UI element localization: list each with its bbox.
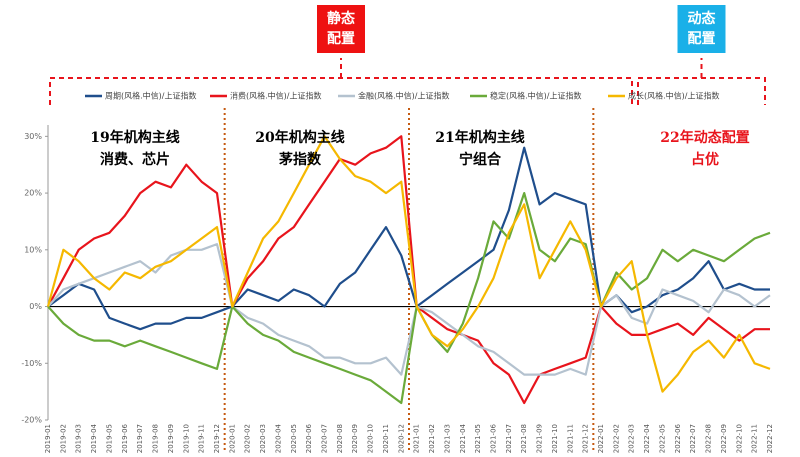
y-tick-label: 30% [24, 132, 42, 141]
y-tick-label: 10% [24, 245, 42, 254]
x-tick-label: 2019-10 [182, 424, 190, 453]
x-tick-label: 2022-04 [643, 423, 651, 453]
annotation: 21年机构主线 [435, 129, 524, 146]
x-tick-label: 2019-01 [44, 424, 52, 453]
x-tick-label: 2020-03 [259, 424, 267, 453]
x-tick-label: 2019-05 [105, 424, 113, 453]
x-tick-label: 2021-12 [582, 424, 590, 453]
x-tick-label: 2021-01 [413, 424, 421, 453]
x-tick-label: 2022-05 [658, 424, 666, 453]
x-tick-label: 2021-05 [474, 424, 482, 453]
x-tick-label: 2021-03 [443, 424, 451, 453]
x-tick-label: 2022-01 [597, 424, 605, 453]
x-tick-label: 2019-06 [121, 423, 129, 453]
series-line [47, 146, 770, 331]
x-tick-label: 2022-09 [720, 424, 728, 453]
annotation: 茅指数 [279, 151, 322, 168]
bracket [49, 58, 633, 105]
x-tick-label: 2019-11 [198, 424, 206, 453]
bracket [637, 58, 766, 105]
x-tick-label: 2022-10 [735, 424, 743, 453]
x-tick-label: 2021-11 [566, 424, 574, 453]
series-line [47, 243, 771, 376]
series-line [47, 192, 771, 405]
x-tick-label: 2021-09 [536, 424, 544, 453]
annotation: 19年机构主线 [90, 129, 179, 146]
legend-label: 消费(风格.中信)/上证指数 [230, 91, 321, 101]
x-tick-label: 2020-06 [305, 423, 313, 453]
annotation: 宁组合 [459, 151, 502, 168]
x-tick-label: 2022-11 [751, 424, 759, 453]
annotation: 占优 [691, 151, 719, 168]
x-tick-label: 2020-10 [367, 424, 375, 453]
x-tick-label: 2020-12 [397, 424, 405, 453]
x-tick-label: 2022-03 [628, 424, 636, 453]
x-tick-label: 2022-12 [766, 424, 774, 453]
x-tick-label: 2020-11 [382, 424, 390, 453]
y-tick-label: 20% [24, 189, 42, 198]
bracket-label: 配置 [327, 30, 355, 47]
x-tick-label: 2021-07 [505, 424, 513, 453]
y-tick-label: 0% [29, 302, 42, 311]
x-tick-label: 2020-07 [321, 424, 329, 453]
x-tick-label: 2019-08 [152, 424, 160, 453]
x-tick-label: 2022-07 [689, 424, 697, 453]
x-tick-label: 2020-08 [336, 424, 344, 453]
x-tick-label: 2019-12 [213, 424, 221, 453]
annotation: 20年机构主线 [255, 129, 344, 146]
bracket-box [317, 5, 365, 53]
x-tick-label: 2020-05 [290, 424, 298, 453]
x-tick-label: 2022-06 [674, 423, 682, 453]
bracket-label: 动态 [688, 10, 716, 27]
x-tick-label: 2021-04 [459, 423, 467, 453]
x-tick-label: 2021-08 [520, 424, 528, 453]
x-tick-label: 2019-02 [59, 424, 67, 453]
legend-label: 稳定(风格.中信)/上证指数 [490, 91, 581, 101]
annotation: 22年动态配置 [660, 129, 749, 146]
x-tick-label: 2021-02 [428, 424, 436, 453]
x-tick-label: 2020-01 [228, 424, 236, 453]
y-tick-label: -10% [21, 359, 42, 368]
legend-label: 成长(风格.中信)/上证指数 [628, 91, 719, 101]
x-tick-label: 2020-02 [244, 424, 252, 453]
x-tick-label: 2022-02 [612, 424, 620, 453]
x-tick-label: 2019-04 [90, 423, 98, 453]
bracket-label: 静态 [327, 10, 355, 27]
bracket-label: 配置 [688, 30, 716, 47]
annotation: 消费、芯片 [100, 151, 170, 168]
series-line [46, 135, 771, 393]
x-tick-label: 2019-09 [167, 424, 175, 453]
x-tick-label: 2021-10 [551, 424, 559, 453]
legend-label: 周期(风格.中信)/上证指数 [105, 91, 196, 101]
x-tick-label: 2019-03 [75, 424, 83, 453]
x-tick-label: 2020-04 [274, 423, 282, 453]
y-tick-label: -20% [21, 416, 42, 425]
x-tick-label: 2022-08 [705, 424, 713, 453]
x-tick-label: 2019-07 [136, 424, 144, 453]
bracket-box [677, 5, 726, 53]
x-tick-label: 2020-09 [351, 424, 359, 453]
x-tick-label: 2021-06 [489, 423, 497, 453]
legend-label: 金融(风格.中信)/上证指数 [358, 91, 449, 101]
series-line [47, 135, 770, 405]
